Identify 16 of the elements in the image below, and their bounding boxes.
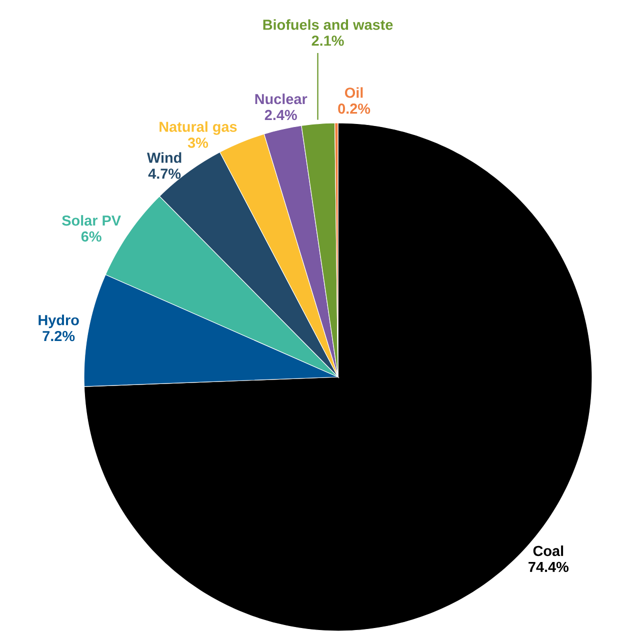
data-label: 74.4% — [528, 562, 569, 572]
slice-label: Wind — [146, 152, 182, 163]
slice-label: Biofuels and waste — [263, 19, 393, 30]
data-label: 2.1% — [312, 36, 344, 46]
slice-label: Solar PV — [62, 215, 121, 226]
slice-label: Coal — [533, 545, 564, 556]
data-label: 7.2% — [42, 330, 75, 342]
data-label: 4.7% — [148, 168, 181, 179]
slice-label: Nuclear — [255, 94, 308, 104]
slice-label: Natural gas — [160, 121, 237, 135]
data-label: 3% — [188, 138, 208, 148]
data-label: 0.2% — [338, 104, 370, 114]
slice-label: Hydro — [38, 314, 79, 328]
slice-label: Oil — [344, 87, 363, 98]
data-label: 2.4% — [264, 110, 297, 120]
data-label: 6% — [81, 231, 102, 242]
